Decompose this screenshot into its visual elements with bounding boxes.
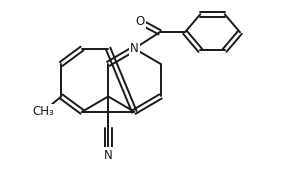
Text: N: N bbox=[104, 149, 113, 162]
Text: O: O bbox=[135, 15, 144, 28]
Text: CH₃: CH₃ bbox=[32, 105, 54, 118]
Text: N: N bbox=[130, 42, 139, 55]
